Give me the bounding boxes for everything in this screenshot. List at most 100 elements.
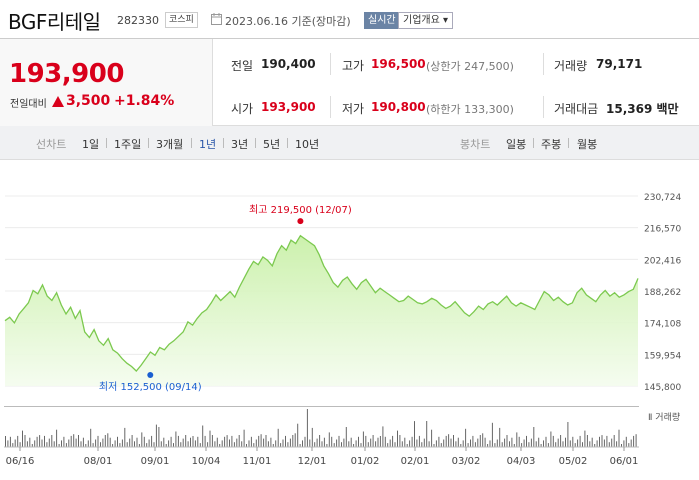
y-tick-label: 202,416: [644, 256, 681, 266]
volume-bar: [621, 444, 622, 447]
period-10y[interactable]: 10년: [295, 138, 320, 151]
volume-bar: [460, 444, 462, 447]
volume-bar: [204, 435, 206, 447]
realtime-button[interactable]: 실시간: [364, 12, 400, 29]
candle-daily[interactable]: 일봉: [506, 138, 527, 151]
volume-bar: [577, 439, 579, 447]
volume-bar: [31, 444, 33, 447]
volume-bar: [494, 443, 496, 447]
price-panel: 193,900 전일대비 3,500 +1.84%: [0, 39, 213, 127]
volume-bar: [299, 444, 301, 447]
company-info-dropdown[interactable]: 기업개요 ▾: [398, 12, 453, 29]
volume-bar: [491, 422, 493, 447]
volume-bar: [482, 433, 484, 447]
volume-bar: [562, 441, 564, 447]
min-marker: [147, 372, 154, 379]
volume-bar: [397, 430, 398, 447]
prev-close-value: 190,400: [261, 57, 316, 71]
volume-bar: [379, 436, 381, 447]
divider: [543, 53, 544, 75]
volume-bar: [246, 444, 247, 447]
volume-bar: [90, 428, 92, 447]
volume-bar: [75, 438, 77, 447]
volume-bar: [613, 435, 615, 447]
volume-bar: [158, 427, 160, 447]
line-chart-label: 선차트: [36, 138, 67, 151]
period-1w[interactable]: 1주일: [114, 138, 142, 151]
volume-bar: [119, 443, 121, 447]
price-area: [5, 235, 638, 386]
volume-bar: [304, 436, 306, 447]
volume-bar: [199, 443, 201, 447]
amount-label: 거래대금: [554, 102, 599, 116]
volume-bar: [202, 425, 204, 447]
volume-bar: [465, 428, 467, 447]
volume-bar: [229, 439, 230, 447]
volume-bar: [26, 441, 28, 447]
amount-value: 15,369 백만: [606, 102, 679, 116]
volume-bar: [9, 436, 11, 447]
volume-bar: [628, 443, 630, 447]
divider: [330, 53, 331, 75]
volume-bar: [24, 435, 26, 447]
volume-bar: [143, 436, 145, 447]
candle-monthly[interactable]: 월봉: [577, 138, 598, 151]
volume-bar: [506, 435, 508, 447]
period-5y[interactable]: 5년: [263, 138, 281, 151]
volume-bar: [192, 436, 194, 447]
x-tick-label: 03/02: [452, 456, 481, 467]
volume-bar: [326, 444, 328, 447]
volume-bar: [353, 444, 355, 447]
volume-bar: [599, 436, 600, 447]
volume-bar: [526, 435, 527, 447]
volume-bar: [112, 444, 114, 447]
diff-label: 전일대비: [10, 99, 47, 110]
volume-bar: [22, 430, 23, 447]
x-tick-label: 09/01: [141, 456, 170, 467]
volume-bar: [297, 423, 299, 447]
volume-bar: [292, 435, 294, 447]
volume-bar: [440, 443, 442, 447]
volume-bar: [117, 436, 118, 447]
volume-bar: [221, 440, 223, 447]
volume-bar: [530, 438, 532, 447]
volume-bar: [406, 444, 408, 447]
volume-bar: [285, 435, 286, 447]
volume-bar: [277, 428, 279, 447]
volume-bar: [82, 437, 84, 447]
volume-bar: [518, 436, 520, 447]
volume-bar: [17, 435, 19, 447]
price-change-pct: +1.84%: [114, 93, 175, 109]
volume-bar: [584, 430, 586, 447]
period-3y[interactable]: 3년: [231, 138, 249, 151]
volume-bar: [579, 435, 581, 447]
volume-bar: [448, 434, 450, 447]
volume-bar: [12, 443, 14, 447]
volume-bar: [236, 438, 238, 447]
volume-bar: [547, 443, 549, 447]
volume-bar: [350, 437, 352, 447]
period-1d[interactable]: 1일: [82, 138, 100, 151]
volume-bar: [263, 438, 265, 447]
volume-bar: [107, 433, 109, 447]
x-tick-label: 05/02: [559, 456, 588, 467]
volume-label: 거래량: [554, 59, 588, 73]
low-label: 저가: [342, 102, 365, 116]
volume-bar: [19, 442, 21, 447]
volume-bar: [226, 435, 228, 447]
candle-weekly[interactable]: 주봉: [541, 138, 562, 151]
volume-bar: [214, 441, 216, 447]
volume-bar: [314, 442, 316, 447]
volume-bar: [455, 441, 457, 447]
volume-bar: [129, 438, 131, 447]
volume-bar: [5, 436, 6, 447]
volume-bar: [470, 439, 471, 447]
volume-bar: [48, 438, 50, 447]
volume-bar: [180, 442, 182, 447]
volume-bar: [479, 435, 481, 447]
volume-bar: [574, 443, 576, 447]
volume-bar: [591, 437, 593, 447]
period-3m[interactable]: 3개월: [156, 138, 184, 151]
period-1y[interactable]: 1년: [199, 138, 217, 151]
volume-bar: [586, 435, 588, 447]
